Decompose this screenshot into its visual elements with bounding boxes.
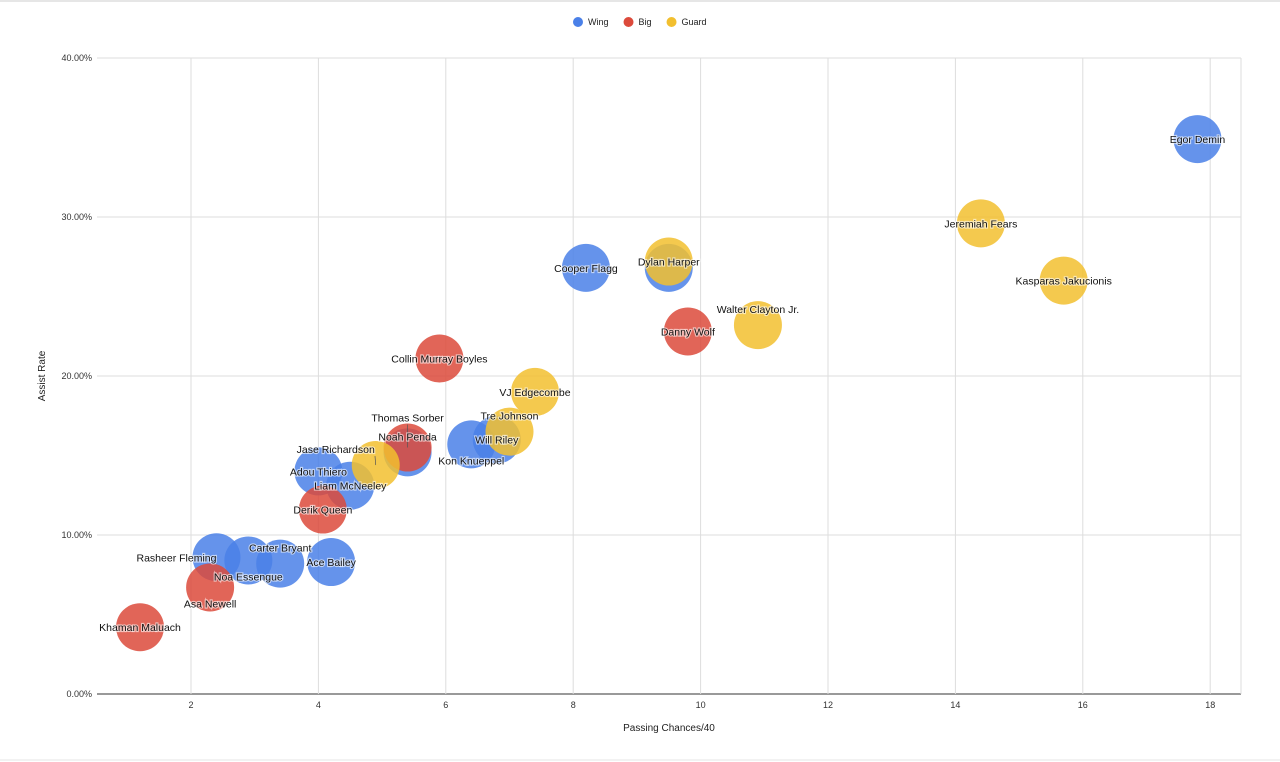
y-tick-label: 0.00% — [66, 689, 92, 699]
bubble-guard — [956, 199, 1005, 248]
bubble-labels: Egor Demin Cooper Flagg Will Riley Kon Knue… — [98, 133, 1226, 635]
bubble-guard — [1039, 256, 1088, 305]
bubble-label: Tre Johnson — [481, 411, 539, 423]
bubble-wing — [1173, 115, 1222, 164]
bubble-big — [116, 603, 165, 652]
legend-marker-wing — [573, 17, 583, 27]
bubble-guard — [510, 367, 559, 416]
bubble-label: Jase Richardson — [297, 444, 375, 456]
bubble-label: Kasparas Jakucionis — [1016, 276, 1112, 288]
bubble-label: Adou Thiero — [290, 466, 347, 478]
bubble-label: Ace Bailey — [306, 557, 356, 569]
x-tick-label: 10 — [696, 700, 706, 710]
y-tick-label: 30.00% — [61, 212, 92, 222]
bubble-label: Dylan Harper — [638, 257, 700, 269]
y-tick-label: 10.00% — [61, 530, 92, 540]
x-tick-label: 4 — [316, 700, 321, 710]
x-tick-label: 14 — [950, 700, 960, 710]
legend-marker-big — [623, 17, 634, 27]
y-tick-label: 20.00% — [61, 371, 92, 381]
x-axis-title: Passing Chances/40 — [623, 723, 715, 734]
bubble-wing — [447, 420, 496, 469]
bubble-label: Will Riley — [475, 435, 519, 447]
bubbles — [116, 115, 1222, 652]
x-tick-label: 2 — [188, 700, 193, 710]
bubble-label: Noah Penda — [378, 431, 437, 443]
bubble-label: Kon Knueppel — [438, 455, 504, 467]
label-leader-line — [374, 456, 377, 466]
x-tick-label: 18 — [1205, 700, 1215, 710]
bubble-guard — [644, 237, 693, 286]
bubble-label: Derik Queen — [293, 505, 352, 517]
bubble-wing — [307, 538, 356, 587]
y-tick-label: 40.00% — [61, 53, 92, 63]
bubble-label: Danny Wolf — [661, 326, 715, 338]
bubble-label: Jeremiah Fears — [944, 218, 1017, 230]
bubble-label: Carter Bryant — [249, 543, 312, 555]
bubble-label: Khaman Maluach — [99, 622, 181, 634]
y-axis-title: Assist Rate — [37, 350, 48, 401]
legend-marker-guard — [666, 17, 677, 27]
bubble-big — [415, 334, 464, 383]
bubble-label: Thomas Sorber — [371, 413, 444, 425]
tick-labels: 0.00% 10.00% 20.00% 30.00% 40.00% 2 4 6 8 10 12 14 1… — [61, 53, 1215, 710]
legend-label-big: Big — [639, 17, 652, 27]
legend-label-guard: Guard — [682, 17, 707, 27]
bubble-label: Noa Essengue — [214, 571, 283, 583]
x-tick-label: 12 — [823, 700, 833, 710]
x-tick-label: 16 — [1078, 700, 1088, 710]
bubble-wing — [561, 243, 610, 292]
bubble-label: Cooper Flagg — [554, 263, 618, 275]
bubble-label: Rasheer Fleming — [137, 552, 217, 564]
legend-label-wing: Wing — [588, 17, 609, 27]
bubble-label: Liam McNeeley — [314, 481, 387, 493]
bubble-label: Asa Newell — [184, 598, 237, 610]
bubble-big — [663, 307, 712, 356]
x-tick-label: 6 — [443, 700, 448, 710]
legend: Wing Big Guard — [573, 17, 707, 27]
bubble-guard — [485, 407, 534, 456]
bubble-big — [186, 563, 235, 612]
bubble-label: Egor Demin — [1170, 134, 1226, 146]
bubble-label: Collin Murray Boyles — [391, 354, 487, 366]
bubble-big — [298, 485, 347, 534]
bubble-guard — [733, 301, 782, 350]
x-tick-label: 8 — [571, 700, 576, 710]
label-leader-lines — [216, 424, 408, 559]
bubble-label: Walter Clayton Jr. — [717, 304, 799, 316]
gridlines — [97, 57, 1242, 695]
bubble-label: VJ Edgecombe — [499, 387, 570, 399]
